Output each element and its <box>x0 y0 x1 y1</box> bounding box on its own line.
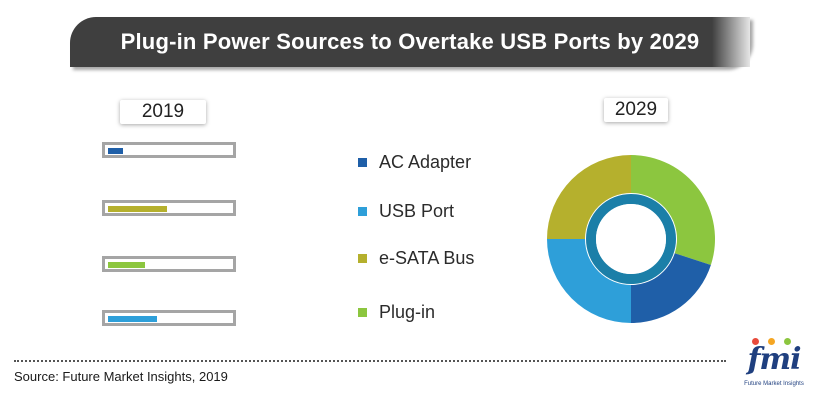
footer-divider <box>14 360 726 362</box>
donut-slice-usb-port <box>547 239 631 323</box>
legend-label-esata-bus: e-SATA Bus <box>379 247 475 268</box>
bar-track-ac-adapter <box>102 142 236 158</box>
bar-track-plug-in <box>102 256 236 272</box>
legend-label-usb-port: USB Port <box>379 200 455 221</box>
legend-swatch-esata-bus <box>358 253 367 263</box>
logo-subtitle: Future Market Insights <box>744 381 804 387</box>
bar-e-sata-bus <box>108 206 167 212</box>
logo-dot-red <box>752 338 759 345</box>
legend-swatch-plug-in <box>358 307 367 317</box>
legend-label-ac-adapter: AC Adapter <box>379 151 472 172</box>
logo-mark: fmi <box>747 342 801 377</box>
donut-slice-plug-in <box>631 155 715 265</box>
year-label-2029: 2029 <box>604 98 668 122</box>
legend-swatch-ac-adapter <box>358 157 367 167</box>
year-label-2019: 2019 <box>120 100 206 124</box>
bar-track-usb-port <box>102 310 236 326</box>
chart-title: Plug-in Power Sources to Overtake USB Po… <box>120 29 700 54</box>
fmi-logo: fmi Future Market Insights <box>738 338 810 396</box>
source-note: Source: Future Market Insights, 2019 <box>14 369 228 384</box>
donut-slice-e-sata-bus <box>547 155 631 239</box>
logo-dot-orange <box>768 338 775 345</box>
donut-slice-ac-adapter <box>631 253 711 323</box>
bar-plug-in <box>108 262 145 268</box>
bar-track-e-sata-bus <box>102 200 236 216</box>
bar-ac-adapter <box>108 148 123 154</box>
title-banner-shade <box>712 17 750 67</box>
bar-usb-port <box>108 316 157 322</box>
donut-center <box>596 204 666 274</box>
legend-item-esata-bus: e-SATA Bus <box>358 246 474 270</box>
legend-label-plug-in: Plug-in <box>379 301 436 322</box>
title-banner: Plug-in Power Sources to Overtake USB Po… <box>70 17 750 67</box>
logo-dot-green <box>784 338 791 345</box>
donut-inner-ring <box>586 194 676 284</box>
legend-item-ac-adapter: AC Adapter <box>358 150 471 174</box>
legend-item-plug-in: Plug-in <box>358 300 435 324</box>
legend-item-usb-port: USB Port <box>358 199 454 223</box>
legend-swatch-usb-port <box>358 206 367 216</box>
